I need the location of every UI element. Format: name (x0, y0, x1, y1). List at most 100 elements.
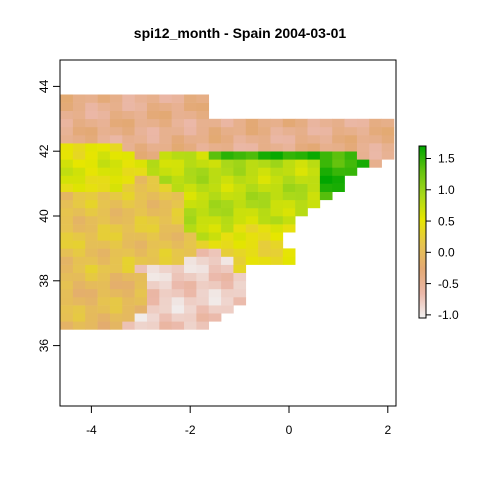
raster-cell (221, 207, 234, 217)
raster-cell (221, 264, 234, 273)
raster-cell (208, 118, 222, 128)
raster-cell (134, 240, 148, 249)
raster-cell (85, 126, 98, 136)
x-tick-label: 0 (286, 423, 293, 437)
raster-cell (196, 248, 210, 257)
raster-cell (282, 143, 296, 152)
raster-cell (356, 126, 370, 136)
raster-cell (146, 216, 160, 225)
raster-cell (60, 224, 74, 233)
raster-cell (159, 183, 172, 192)
raster-cell (159, 256, 172, 265)
raster-cell (97, 159, 111, 168)
raster-cell (109, 313, 123, 322)
raster-cell (307, 199, 321, 209)
raster-cell (146, 143, 160, 152)
raster-cell (233, 232, 247, 241)
raster-cell (159, 216, 172, 225)
raster-cell (171, 143, 185, 152)
raster-cell (159, 175, 172, 184)
raster-cell (245, 135, 259, 144)
raster-cell (72, 240, 86, 249)
colorbar-tick-label: 0.0 (438, 246, 455, 260)
y-tick-label: 40 (37, 209, 51, 223)
raster-cell (72, 167, 86, 176)
raster-cell (97, 264, 111, 273)
raster-cell (97, 135, 111, 144)
raster-cell (60, 199, 74, 209)
raster-cell (233, 118, 247, 128)
raster-cell (171, 191, 185, 201)
raster-cell (97, 183, 111, 192)
raster-cell (171, 280, 185, 290)
raster-cell (97, 126, 111, 136)
raster-cell (245, 207, 259, 217)
raster-cell (208, 297, 222, 306)
raster-cell (60, 118, 74, 128)
raster-cell (97, 102, 111, 111)
raster-cell (72, 143, 86, 152)
raster-cell (307, 143, 321, 152)
raster-cell (184, 110, 197, 120)
raster-cell (295, 151, 308, 160)
raster-cell (109, 102, 123, 111)
raster-cell (85, 313, 98, 322)
raster-cell (184, 321, 197, 330)
raster-cell (72, 272, 86, 282)
raster-cell (344, 135, 358, 144)
raster-cell (122, 280, 135, 290)
raster-cell (122, 305, 135, 314)
raster-cell (245, 175, 259, 184)
raster-cell (282, 191, 296, 201)
raster-cell (109, 256, 123, 265)
raster-cell (258, 199, 271, 209)
raster-cell (60, 288, 74, 298)
raster-cell (109, 151, 123, 160)
raster-cell (171, 167, 185, 176)
raster-cell (221, 199, 234, 209)
raster-cell (109, 272, 123, 282)
raster-cell (184, 159, 197, 168)
raster-cell (134, 183, 148, 192)
raster-cell (146, 264, 160, 273)
raster-cell (295, 143, 308, 152)
raster-cell (196, 126, 210, 136)
raster-cell (196, 94, 210, 103)
raster-cell (60, 305, 74, 314)
raster-cell (184, 280, 197, 290)
raster-cell (171, 199, 185, 209)
raster-cell (270, 224, 284, 233)
raster-cell (196, 240, 210, 249)
raster-cell (134, 191, 148, 201)
raster-cell (109, 240, 123, 249)
raster-cell (344, 126, 358, 136)
raster-cell (270, 126, 284, 136)
raster-cell (196, 297, 210, 306)
raster-cell (85, 118, 98, 128)
raster-cell (184, 305, 197, 314)
raster-cell (270, 167, 284, 176)
raster-cell (134, 110, 148, 120)
raster-cell (171, 94, 185, 103)
raster-cell (146, 175, 160, 184)
raster-cell (72, 135, 86, 144)
raster-cell (258, 207, 271, 217)
raster-cell (233, 167, 247, 176)
raster-cell (332, 135, 345, 144)
raster-cell (85, 321, 98, 330)
raster-cell (159, 297, 172, 306)
raster-cell (233, 272, 247, 282)
colorbar-tick-label: -1.0 (438, 308, 459, 322)
raster-cell (85, 110, 98, 120)
raster-cell (245, 183, 259, 192)
raster-cell (60, 248, 74, 257)
raster-cell (159, 207, 172, 217)
raster-cell (196, 232, 210, 241)
raster-cell (356, 135, 370, 144)
raster-cell (109, 207, 123, 217)
y-axis: 36 38 40 42 44 (37, 79, 60, 352)
raster-cell (184, 256, 197, 265)
raster-cell (122, 248, 135, 257)
raster-cell (221, 288, 234, 298)
raster-cell (72, 256, 86, 265)
